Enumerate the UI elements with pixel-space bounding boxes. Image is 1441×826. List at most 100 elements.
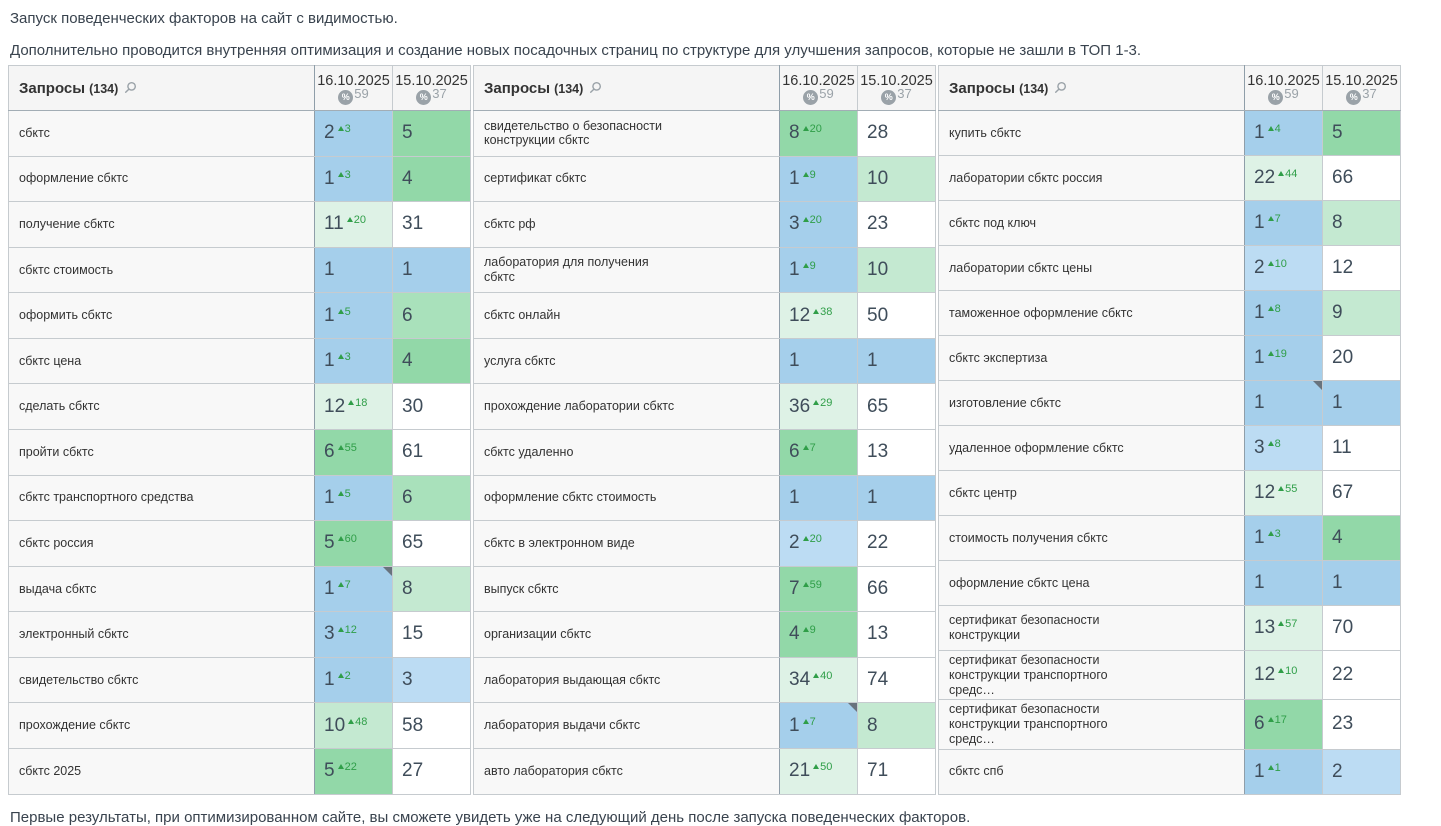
rank-cell-current: 1 [779,474,858,522]
rank-cell-previous: 5 [392,110,471,157]
rank-delta: 20 [802,214,822,226]
rank-delta: 29 [813,397,832,409]
query-count: (134) [1019,81,1049,96]
rank-delta-value: 9 [809,624,816,637]
rank-cell-current: 2 20 [779,520,858,567]
search-icon[interactable] [589,81,602,94]
rank-delta: 59 [802,579,822,591]
query-cell: сертификат сбктс [473,155,780,203]
table-row: сбктс удаленно 6 7 13 [473,428,936,476]
up-arrow-icon [337,536,344,542]
rank-value: 66 [867,577,889,599]
intro-text-line2: Дополнительно проводится внутренняя опти… [10,42,1142,59]
table-row: сбктс транспортного средства 1 5 6 [8,474,471,522]
query-count: (134) [554,81,584,96]
rank-value: 6 [1254,713,1265,735]
search-icon[interactable] [124,81,137,94]
rank-delta: 44 [1278,168,1297,180]
up-arrow-icon [802,171,809,177]
table-row: стоимость получения сбктс 1 3 4 [938,515,1401,561]
date-column-header[interactable]: 16.10.2025% 59 [779,65,858,111]
rank-cell-previous: 4 [1322,515,1401,561]
up-arrow-icon [1267,764,1274,770]
rank-delta-value: 8 [1274,438,1281,450]
date-column-header[interactable]: 16.10.2025% 59 [1244,65,1323,111]
rank-cell-current: 12 55 [1244,470,1323,516]
rank-value: 13 [867,623,889,645]
search-icon[interactable] [1054,81,1067,94]
rank-value: 2 [789,532,800,554]
rank-value: 58 [402,714,424,736]
percent-icon: % [881,89,897,105]
date-column-header[interactable]: 15.10.2025% 37 [392,65,471,111]
up-arrow-icon [337,673,344,679]
table-row: удаленное оформление сбктс 3 8 11 [938,425,1401,471]
rank-cell-previous: 2 [1322,748,1401,795]
rank-cell-current: 3 12 [314,611,393,658]
rank-value: 12 [1254,482,1276,503]
rank-delta: 7 [337,579,351,591]
rank-cell-previous: 12 [1322,245,1401,291]
table-row: услуга сбктс 1 1 [473,337,936,385]
up-arrow-icon [813,764,820,770]
visibility-value: 37 [897,85,912,101]
rank-cell-current: 3 20 [779,201,858,248]
rank-delta: 9 [802,260,816,272]
rank-value: 65 [867,395,889,417]
query-cell: сертификат безопасности конструкции [938,605,1245,651]
table-row: сертификат безопасности конструкции 13 57 7… [938,605,1401,651]
rank-value: 3 [1254,437,1265,458]
rank-cell-previous: 50 [857,292,936,339]
rank-cell-previous: 22 [1322,649,1401,701]
rank-delta: 12 [337,624,357,636]
query-column-header[interactable]: Запросы (134) [938,65,1245,111]
date-column-header[interactable]: 15.10.2025% 37 [857,65,936,111]
corner-marker-icon [848,703,857,713]
rank-value: 30 [402,395,424,417]
query-cell: сертификат безопасности конструкции тран… [938,699,1245,750]
rank-value: 1 [324,350,335,372]
rank-value: 1 [324,669,335,691]
rank-cell-previous: 1 [1322,380,1401,426]
rank-cell-previous: 1 [392,246,471,294]
rank-delta-value: 57 [1285,618,1298,630]
up-arrow-icon [337,171,344,177]
rank-delta: 38 [813,306,832,318]
rank-value: 3 [324,623,335,645]
rank-cell-previous: 66 [857,565,936,613]
rank-delta: 57 [1278,618,1297,630]
date-column-header[interactable]: 15.10.2025% 37 [1322,65,1401,111]
rank-value: 12 [324,395,346,417]
visibility-value: 59 [1284,85,1299,101]
rank-delta: 3 [337,351,351,363]
rank-value: 2 [1254,257,1265,278]
table-row: свидетельство о безопасности конструкции… [473,110,936,157]
rank-delta-value: 9 [809,168,816,181]
rank-delta-value: 19 [1274,348,1287,360]
visibility-value: 37 [1362,85,1377,101]
date-column-header[interactable]: 16.10.2025% 59 [314,65,393,111]
rank-value: 20 [1332,347,1354,368]
table-row: изготовление сбктс 1 1 [938,380,1401,426]
query-cell: сбктс под ключ [938,200,1245,246]
rank-cell-previous: 11 [1322,425,1401,471]
query-column-title: Запросы [484,79,551,97]
rank-cell-previous: 8 [857,702,936,749]
date-label: 16.10.2025 [1247,72,1320,89]
rank-value: 8 [1332,212,1343,233]
rank-value: 11 [1332,437,1352,458]
rank-value: 2 [1332,760,1343,782]
rank-value: 12 [1332,257,1354,278]
rank-cell-previous: 74 [857,656,936,704]
rank-value: 61 [402,441,424,463]
rank-cell-previous: 71 [857,747,936,795]
table-row: сбктс экспертиза 1 19 20 [938,335,1401,381]
rank-delta: 50 [813,761,832,773]
rank-value: 6 [324,441,335,463]
query-column-header[interactable]: Запросы (134) [473,65,780,111]
table-row: прохождение сбктс 10 48 58 [8,702,471,749]
query-column-header[interactable]: Запросы (134) [8,65,315,111]
